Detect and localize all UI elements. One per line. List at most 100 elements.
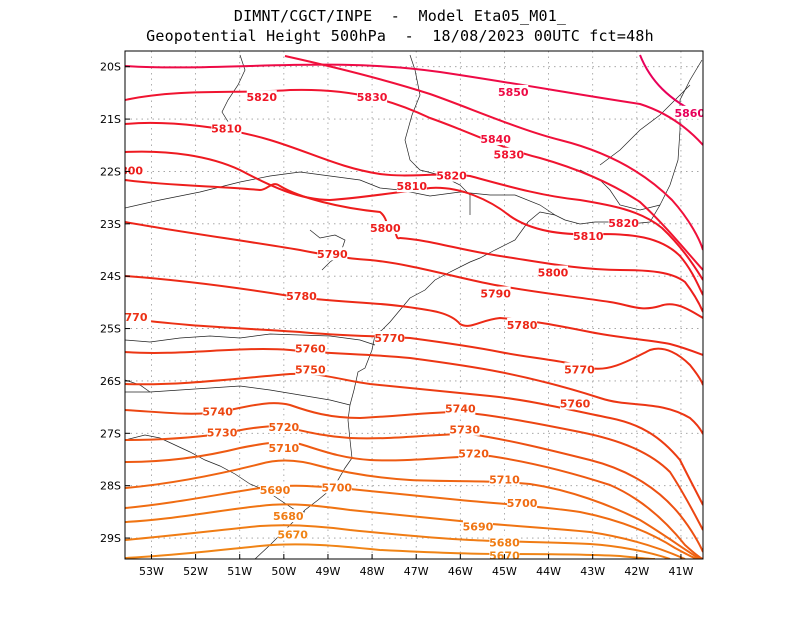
map-title-line-2: Geopotential Height 500hPa - 18/08/2023 …: [146, 27, 654, 45]
x-tick-label: 45W: [492, 565, 517, 578]
x-tick-label: 47W: [404, 565, 429, 578]
contour-label-bg: [489, 472, 520, 486]
contour-label-bg: [246, 90, 277, 104]
contour-label: 5800: [370, 222, 401, 235]
contour-label-bg: [202, 404, 233, 418]
x-tick-label: 42W: [624, 565, 649, 578]
contour-label: 5810: [211, 123, 242, 136]
contour-label-bg: [674, 105, 703, 119]
contour-label-bg: [564, 362, 595, 376]
contour-label: 5680: [273, 510, 304, 523]
contour-line: [125, 402, 703, 531]
contour-line: [125, 121, 703, 281]
contour-label: 5730: [207, 426, 238, 439]
contour-label: 5760: [560, 398, 591, 411]
contour-label-bg: [370, 221, 401, 235]
contour-label: 5670: [277, 528, 308, 541]
contour-label: 800: [120, 164, 143, 177]
contour-line: [125, 275, 703, 356]
gridlines: [125, 51, 703, 559]
contour-label: 5850: [498, 86, 529, 99]
y-tick-label: 23S: [100, 218, 121, 231]
x-tick-label: 53W: [139, 565, 164, 578]
contour-label: 5830: [494, 149, 525, 162]
x-tick-label: 46W: [448, 565, 473, 578]
contour-line: [125, 179, 703, 313]
contour-label-bg: [125, 310, 152, 324]
contour-label: 5780: [507, 319, 538, 332]
contour-label: 5700: [321, 481, 352, 494]
contour-label-bg: [507, 496, 538, 510]
contour-label-bg: [608, 215, 639, 229]
contour-label: 5770: [374, 332, 405, 345]
contour-line: [125, 348, 703, 435]
contour-label-bg: [396, 179, 427, 193]
contour-label-bg: [268, 441, 299, 455]
x-axis: 53W 52W 51W 50W 49W 48W 47W 46W 45W 44W 43W 42W 41W: [139, 554, 693, 578]
contour-label-bg: [498, 84, 529, 98]
contour-lines: [125, 54, 703, 559]
contour-label: 5820: [246, 91, 277, 104]
contour-label-bg: [445, 401, 476, 415]
state-border: [125, 333, 376, 346]
contour-label-bg: [295, 362, 326, 376]
contour-label: 5790: [480, 288, 511, 301]
x-tick-label: 41W: [669, 565, 694, 578]
contour-label: 5800: [538, 267, 569, 280]
contour-label-bg: [277, 527, 308, 541]
contour-label: 5680: [489, 536, 520, 549]
contour-label-bg: [357, 90, 388, 104]
contour-label: 5750: [295, 363, 326, 376]
contour-label-bg: [458, 446, 489, 460]
contour-label: 5770: [564, 363, 595, 376]
contour-label: 5760: [295, 343, 326, 356]
contour-label: 5740: [445, 403, 476, 416]
state-border: [125, 434, 306, 513]
contour-label: 5820: [436, 170, 467, 183]
contour-label: 5720: [458, 447, 489, 460]
coastline-borders: [125, 54, 703, 559]
x-tick-label: 48W: [360, 565, 385, 578]
contour-label: 5730: [449, 424, 480, 437]
contour-label: 5720: [269, 421, 300, 434]
state-border: [599, 84, 691, 166]
map-title-line-1: DIMNT/CGCT/INPE - Model Eta05_M01_: [233, 7, 567, 25]
contour-label: 5830: [357, 91, 388, 104]
contour-label-bg: [462, 519, 493, 533]
y-tick-label: 29S: [100, 532, 121, 545]
contour-label-bg: [573, 228, 604, 242]
x-tick-label: 52W: [183, 565, 208, 578]
contour-label: 5860: [674, 107, 705, 120]
contour-label-bg: [493, 147, 524, 161]
y-tick-label: 28S: [100, 480, 121, 493]
contour-line: [125, 221, 703, 319]
contour-label-bg: [480, 132, 511, 146]
y-tick-label: 22S: [100, 165, 121, 178]
contour-label-bg: [260, 482, 291, 496]
contour-label-bg: [374, 331, 405, 345]
contour-label-bg: [436, 168, 467, 182]
y-tick-label: 25S: [100, 323, 121, 336]
contour-label: 770: [125, 311, 148, 324]
y-axis: 20S 21S 22S 23S 24S 25S 26S 27S 28S 29S: [100, 61, 130, 545]
y-tick-label: 27S: [100, 427, 121, 440]
contour-label: 5710: [269, 442, 300, 455]
contour-label-bg: [286, 289, 317, 303]
contour-label-bg: [268, 420, 299, 434]
contour-line: [125, 459, 701, 559]
state-border: [125, 385, 351, 406]
contour-label: 5840: [480, 133, 511, 146]
contour-line: [125, 372, 703, 506]
contour-label: 5690: [463, 521, 494, 534]
contour-label-bg: [211, 121, 242, 135]
contour-label: 5780: [286, 290, 317, 303]
state-border: [404, 54, 471, 215]
state-border: [125, 171, 556, 216]
contour-label: 5710: [489, 473, 520, 486]
contour-line: [125, 503, 686, 559]
contour-label: 5790: [317, 248, 348, 261]
contour-line: [125, 150, 703, 296]
contour-label-bg: [125, 163, 147, 177]
x-tick-label: 49W: [316, 565, 341, 578]
